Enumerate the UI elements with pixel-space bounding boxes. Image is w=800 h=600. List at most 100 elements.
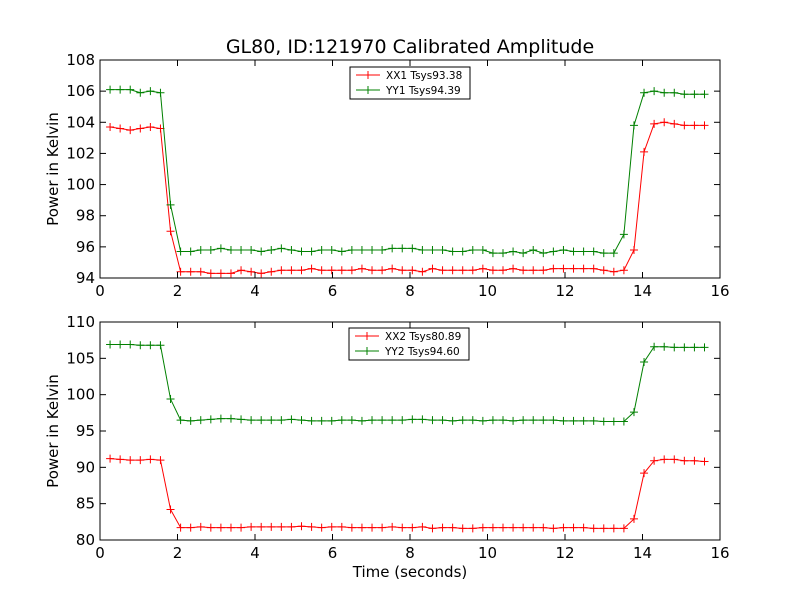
chart0-series-1-point-35 [458, 247, 467, 256]
chart0-series-1-line [110, 89, 705, 254]
chart1-series-0-point-40 [509, 523, 518, 532]
chart1-series-0-point-4 [146, 455, 155, 464]
chart0-series-0-point-41 [519, 266, 528, 275]
chart0-series-0-point-4 [146, 122, 155, 131]
chart1-series-0-point-59 [700, 457, 709, 466]
chart1-series-0-point-24 [347, 523, 356, 532]
chart1-series-0-point-21 [317, 523, 326, 532]
chart1-series-0-point-16 [267, 522, 276, 531]
chart0-series-0-point-59 [700, 121, 709, 130]
chart1-series-1-point-18 [287, 415, 296, 424]
chart0-series-0-point-9 [196, 267, 205, 276]
chart0-series-0-point-34 [448, 266, 457, 275]
chart1-series-1-point-31 [418, 415, 427, 424]
chart0-series-0-point-20 [307, 264, 316, 273]
chart0-series-1-point-11 [216, 244, 225, 253]
chart1-series-0-point-33 [438, 523, 447, 532]
chart1-series-0-point-52 [629, 514, 638, 523]
chart0-series-1-point-26 [368, 245, 377, 254]
chart1-series-0-point-56 [670, 455, 679, 464]
chart0-series-0-point-12 [226, 269, 235, 278]
chart1-series-1-point-49 [599, 417, 608, 426]
chart0-ytick-label-5: 104 [66, 113, 95, 131]
chart0-series-0-point-16 [267, 267, 276, 276]
chart1-series-1-point-55 [660, 342, 669, 351]
chart0-series-1-point-16 [267, 245, 276, 254]
chart0-series-0-point-7 [176, 267, 185, 276]
chart0-series-1-point-0 [106, 85, 115, 94]
chart0-series-0-point-2 [126, 126, 135, 135]
chart1-series-0-point-55 [660, 455, 669, 464]
chart1-series-1-point-13 [237, 415, 246, 424]
chart1-series-1-point-12 [226, 414, 235, 423]
chart-title: GL80, ID:121970 Calibrated Amplitude [226, 36, 594, 58]
chart0-series-1-point-34 [448, 247, 457, 256]
chart1-series-1-point-25 [357, 416, 366, 425]
chart1-series-0-point-12 [226, 523, 235, 532]
chart0-series-0-point-1 [116, 124, 125, 133]
chart0-legend-marker-0 [364, 71, 372, 79]
chart1-ytick-label-4: 100 [66, 386, 95, 404]
chart1-series-0-point-3 [136, 456, 145, 465]
chart1-series-1-point-5 [156, 341, 165, 350]
chart0-series-1-point-31 [418, 245, 427, 254]
chart0-xtick-label-2: 4 [250, 282, 260, 300]
chart1-series-1-point-8 [186, 416, 195, 425]
chart0-series-1-point-53 [640, 88, 649, 97]
chart1-series-1-point-36 [468, 416, 477, 425]
chart1-legend-marker-1 [363, 347, 371, 355]
chart1-series-0-point-46 [569, 523, 578, 532]
chart1-series-1-point-42 [529, 416, 538, 425]
chart0-series-0-point-15 [257, 269, 266, 278]
chart0-ytick-label-0: 94 [76, 269, 95, 287]
chart0-series-1-point-18 [287, 245, 296, 254]
chart1-series-1-point-28 [388, 416, 397, 425]
chart0-series-1-point-8 [186, 247, 195, 256]
chart1-ytick-label-2: 90 [76, 458, 95, 476]
chart0-series-1-point-29 [398, 244, 407, 253]
chart1-series-0-point-49 [599, 524, 608, 533]
chart0-series-1-point-23 [337, 247, 346, 256]
chart1-series-0-point-38 [488, 523, 497, 532]
chart1-series-0-point-15 [257, 522, 266, 531]
chart1-series-1-point-29 [398, 416, 407, 425]
chart1-series-0-point-22 [327, 522, 336, 531]
chart0-series-1-point-25 [357, 245, 366, 254]
chart1-series-0-point-8 [186, 523, 195, 532]
chart1-series-0-point-2 [126, 456, 135, 465]
chart0-xtick-label-0: 0 [95, 282, 105, 300]
chart1-series-1-point-19 [297, 416, 306, 425]
chart0-series-0-point-8 [186, 267, 195, 276]
chart1-xtick-label-5: 10 [478, 544, 497, 562]
chart1-series-1-point-24 [347, 416, 356, 425]
chart1-series-1-point-9 [196, 416, 205, 425]
chart0-series-1-point-13 [237, 245, 246, 254]
chart0-series-1-point-51 [619, 230, 628, 239]
chart0-series-1-point-28 [388, 244, 397, 253]
chart1-series-0-point-7 [176, 523, 185, 532]
chart0-series-1-point-10 [206, 245, 215, 254]
chart1-xtick-label-7: 14 [633, 544, 652, 562]
chart1-series-1-point-45 [559, 416, 568, 425]
chart1-series-1-point-57 [680, 343, 689, 352]
chart1-series-0-point-26 [368, 523, 377, 532]
chart1-series-1-point-59 [700, 343, 709, 352]
chart0-series-1-point-45 [559, 245, 568, 254]
chart1-legend-box [348, 327, 470, 361]
chart0-xtick-label-3: 6 [328, 282, 338, 300]
chart0-series-0-point-31 [418, 267, 427, 276]
chart1-ytick-label-3: 95 [76, 422, 95, 440]
chart0-series-0-point-53 [640, 147, 649, 156]
chart0-series-0-point-5 [156, 124, 165, 133]
chart0-legend-marker-1 [364, 86, 372, 94]
chart1-series-0-point-28 [388, 522, 397, 531]
chart1-series-0-point-25 [357, 523, 366, 532]
chart1-series-1-point-40 [509, 416, 518, 425]
chart0-ytick-label-2: 98 [76, 207, 95, 225]
chart0-series-0-point-27 [378, 266, 387, 275]
chart0-series-1-point-59 [700, 90, 709, 99]
chart0-xtick-label-6: 12 [555, 282, 574, 300]
chart0-series-1-point-55 [660, 88, 669, 97]
chart0-series-1-point-48 [589, 247, 598, 256]
chart1-series-1-point-41 [519, 416, 528, 425]
